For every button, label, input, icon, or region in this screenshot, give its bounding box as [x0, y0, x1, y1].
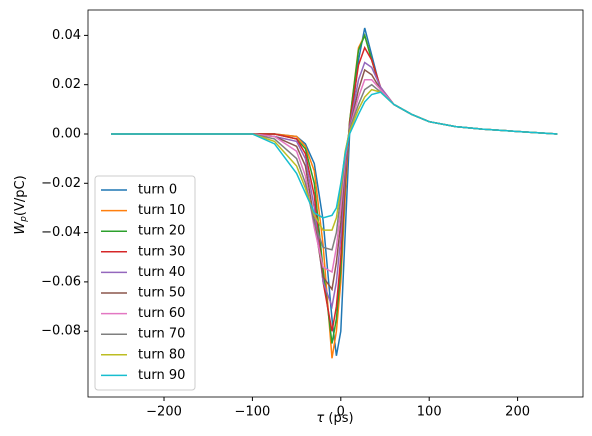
- x-tick-label: 200: [505, 405, 530, 420]
- x-tick-label: −100: [235, 405, 271, 420]
- y-tick-label: −0.08: [41, 324, 81, 339]
- legend-label: turn 80: [138, 347, 185, 362]
- legend-label: turn 30: [138, 244, 185, 259]
- x-label-main: τ: [316, 411, 324, 426]
- legend-label: turn 60: [138, 306, 185, 321]
- y-label-sub: p: [19, 216, 29, 223]
- y-tick-label: 0.04: [52, 28, 81, 43]
- y-tick-label: −0.06: [41, 274, 81, 289]
- legend-label: turn 90: [138, 368, 185, 383]
- y-label-unit: (V/pC): [13, 175, 28, 216]
- legend-label: turn 0: [138, 183, 177, 198]
- x-tick-label: 100: [417, 405, 442, 420]
- x-tick-label: 0: [337, 405, 345, 420]
- legend-label: turn 20: [138, 224, 185, 239]
- legend-label: turn 40: [138, 265, 185, 280]
- y-tick-label: −0.04: [41, 225, 81, 240]
- legend-label: turn 10: [138, 203, 185, 218]
- y-tick-label: 0.00: [52, 126, 81, 141]
- y-axis-label: Wp(V/pC): [13, 175, 29, 234]
- x-label-unit: (ps): [328, 411, 353, 426]
- y-tick-label: 0.02: [52, 77, 81, 92]
- legend-label: turn 70: [138, 327, 185, 342]
- x-tick-label: −200: [146, 405, 182, 420]
- series-line: [111, 91, 558, 219]
- y-tick-label: −0.02: [41, 176, 81, 191]
- legend-box: [94, 175, 196, 391]
- legend-label: turn 50: [138, 286, 185, 301]
- y-label-main: W: [13, 221, 28, 235]
- plot-frame: [87, 9, 584, 398]
- x-axis-label: τ (ps): [316, 411, 353, 426]
